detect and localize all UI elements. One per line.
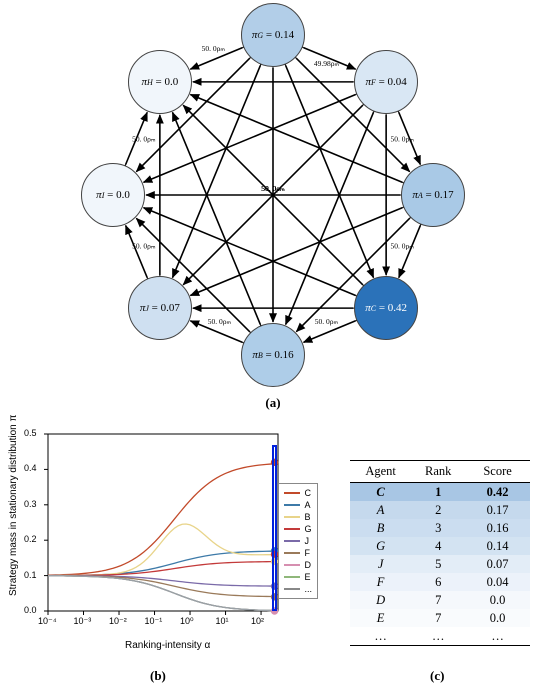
caption-a: (a) [0, 395, 546, 411]
cell: 1 [411, 483, 465, 502]
legend-item: F [284, 547, 312, 559]
cell: 3 [411, 519, 465, 537]
cell: 0.14 [465, 537, 530, 555]
cell: 7 [411, 609, 465, 627]
cell: A [350, 501, 411, 519]
table-row: E70.0 [350, 609, 530, 627]
table-row: A20.17 [350, 501, 530, 519]
col-rank: Rank [411, 461, 465, 483]
node-F: πF = 0.04 [354, 50, 418, 114]
legend-item: E [284, 571, 312, 583]
legend-item: D [284, 559, 312, 571]
node-I: πI = 0.0 [81, 163, 145, 227]
cell: … [465, 627, 530, 646]
cell: 0.16 [465, 519, 530, 537]
table-row: D70.0 [350, 591, 530, 609]
cell: 0.42 [465, 483, 530, 502]
network-diagram: 49.98ρₘ 50. 0ρₘ 50. 0ρₘ 50. 0ρₘ 50. 0ρₘ 50. 0… [63, 0, 483, 400]
node-C: πC = 0.42 [354, 276, 418, 340]
xtick-label: 10⁻¹ [145, 616, 163, 627]
svg-text:50. 0ρₘ: 50. 0ρₘ [132, 134, 156, 143]
caption-b: (b) [150, 668, 166, 684]
cell: F [350, 573, 411, 591]
legend-item: J [284, 535, 312, 547]
table-row: G40.14 [350, 537, 530, 555]
svg-text:50. 0ρₘ: 50. 0ρₘ [315, 317, 339, 326]
col-score: Score [465, 461, 530, 483]
xtick-label: 10⁻² [109, 616, 127, 627]
node-A: πA = 0.17 [401, 163, 465, 227]
cell: 7 [411, 591, 465, 609]
cell: D [350, 591, 411, 609]
table-row: F60.04 [350, 573, 530, 591]
cell: 0.0 [465, 609, 530, 627]
ytick-label: 0.1 [24, 570, 37, 580]
cell: 0.17 [465, 501, 530, 519]
table-row: J50.07 [350, 555, 530, 573]
ytick-label: 0.0 [24, 605, 37, 615]
cell: 5 [411, 555, 465, 573]
highlight-rectangle [272, 445, 277, 611]
col-agent: Agent [350, 461, 411, 483]
node-G: πG = 0.14 [241, 3, 305, 67]
table-row: B30.16 [350, 519, 530, 537]
cell: … [350, 627, 411, 646]
cell: 6 [411, 573, 465, 591]
svg-text:50. 0ρₘ: 50. 0ρₘ [202, 44, 226, 53]
legend-item: ... [284, 583, 312, 595]
svg-text:49.98ρₘ: 49.98ρₘ [314, 59, 340, 68]
node-H: πH = 0.0 [128, 50, 192, 114]
cell: 2 [411, 501, 465, 519]
legend-item: B [284, 511, 312, 523]
table-header-row: AgentRankScore [350, 461, 530, 483]
legend-item: G [284, 523, 312, 535]
x-axis-label: Ranking-intensity α [125, 640, 210, 651]
legend-item: C [284, 487, 312, 499]
ytick-label: 0.5 [24, 428, 37, 438]
svg-text:50. 0ρₘ: 50. 0ρₘ [390, 242, 414, 251]
table-row: ……… [350, 627, 530, 646]
table-row: C10.42 [350, 483, 530, 502]
ytick-label: 0.4 [24, 463, 37, 473]
ytick-label: 0.3 [24, 499, 37, 509]
cell: 0.0 [465, 591, 530, 609]
score-table: AgentRankScore C10.42A20.17B30.16G40.14J… [350, 460, 530, 646]
xtick-label: 10⁰ [180, 616, 194, 627]
xtick-label: 10² [251, 616, 264, 626]
legend-item: A [284, 499, 312, 511]
cell: 0.04 [465, 573, 530, 591]
table-body: C10.42A20.17B30.16G40.14J50.07F60.04D70.… [350, 483, 530, 646]
score-table-container: AgentRankScore C10.42A20.17B30.16G40.14J… [350, 460, 530, 640]
cell: 4 [411, 537, 465, 555]
cell: G [350, 537, 411, 555]
ytick-label: 0.2 [24, 534, 37, 544]
svg-text:50. 0ρₘ: 50. 0ρₘ [132, 242, 156, 251]
cell: C [350, 483, 411, 502]
cell: … [411, 627, 465, 646]
node-J: πJ = 0.07 [128, 276, 192, 340]
y-axis-label: Strategy mass in stationary distribution… [8, 415, 19, 596]
cell: E [350, 609, 411, 627]
caption-c: (c) [430, 668, 444, 684]
chart-legend: CABGJFDE... [278, 483, 318, 599]
svg-text:50. 0ρₘ: 50. 0ρₘ [208, 317, 232, 326]
xtick-label: 10¹ [216, 616, 229, 626]
cell: B [350, 519, 411, 537]
cell: J [350, 555, 411, 573]
svg-text:50. 0ρₘ: 50. 0ρₘ [261, 184, 285, 193]
svg-text:50. 0ρₘ: 50. 0ρₘ [390, 134, 414, 143]
xtick-label: 10⁻³ [74, 616, 92, 627]
line-chart: Strategy mass in stationary distribution… [10, 428, 320, 660]
xtick-label: 10⁻⁴ [38, 616, 57, 627]
cell: 0.07 [465, 555, 530, 573]
node-B: πB = 0.16 [241, 323, 305, 387]
